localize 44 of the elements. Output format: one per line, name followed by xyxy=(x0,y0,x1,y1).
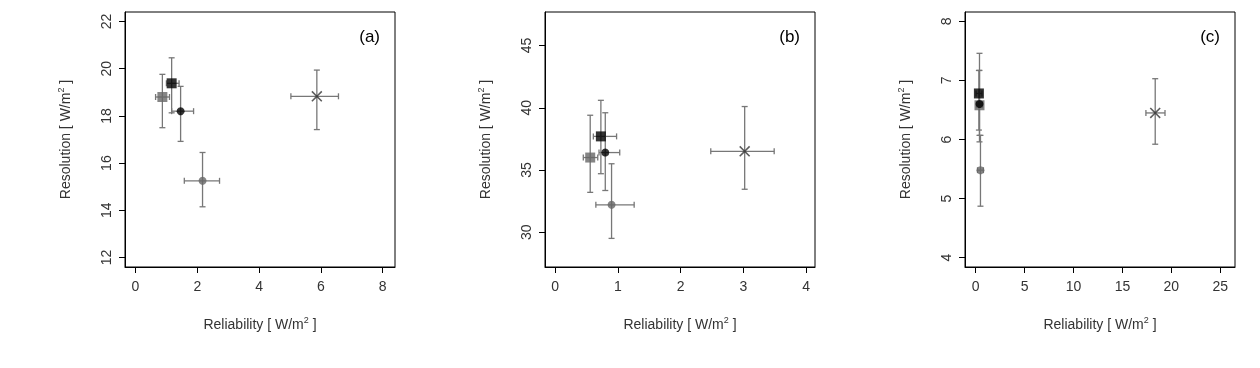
y-tick-label: 14 xyxy=(98,202,114,219)
y-axis-title: Resolution [ W/m2 ] xyxy=(475,79,493,200)
x-tick-label: 4 xyxy=(802,278,811,294)
y-tick-label: 8 xyxy=(938,17,954,26)
x-tick-label: 0 xyxy=(131,278,140,294)
y-tick-label: 35 xyxy=(518,161,534,178)
y-tick-label: 22 xyxy=(98,13,114,30)
y-axis-title: Resolution [ W/m2 ] xyxy=(55,79,73,200)
x-tick-label: 10 xyxy=(1065,278,1082,294)
y-tick-label: 7 xyxy=(938,76,954,85)
y-tick-label: 40 xyxy=(518,99,534,116)
x-tick-label: 1 xyxy=(613,278,622,294)
x-tick-label: 5 xyxy=(1020,278,1029,294)
x-tick-label: 2 xyxy=(193,278,202,294)
y-tick-label: 12 xyxy=(98,249,114,266)
point xyxy=(176,107,185,116)
y-tick-label: 16 xyxy=(98,155,114,171)
point xyxy=(739,145,751,157)
x-tick-label: 0 xyxy=(971,278,980,294)
y-axis-title: Resolution [ W/m2 ] xyxy=(895,79,913,200)
y-tick-label: 30 xyxy=(518,224,534,240)
x-tick-label: 4 xyxy=(255,278,264,294)
x-tick-label: 15 xyxy=(1114,278,1131,294)
x-tick-label: 25 xyxy=(1212,278,1229,294)
y-tick-label: 45 xyxy=(518,37,534,54)
point xyxy=(157,92,168,102)
y-tick-label: 5 xyxy=(938,194,954,203)
annotation: (b) xyxy=(779,27,800,46)
x-tick-label: 8 xyxy=(378,278,387,294)
x-tick-label: 20 xyxy=(1163,278,1180,294)
x-tick-label: 3 xyxy=(739,278,748,294)
x-tick-label: 0 xyxy=(551,278,560,294)
point xyxy=(198,176,207,185)
y-tick-label: 6 xyxy=(938,135,954,144)
y-tick-label: 18 xyxy=(98,107,114,124)
annotation: (c) xyxy=(1200,27,1221,46)
point xyxy=(607,200,616,209)
x-tick-label: 6 xyxy=(316,278,325,294)
annotation: (a) xyxy=(359,27,380,46)
y-tick-label: 4 xyxy=(938,253,954,262)
x-tick-label: 2 xyxy=(676,278,685,294)
point xyxy=(311,90,323,102)
point xyxy=(1149,107,1161,119)
y-tick-label: 20 xyxy=(98,60,114,77)
